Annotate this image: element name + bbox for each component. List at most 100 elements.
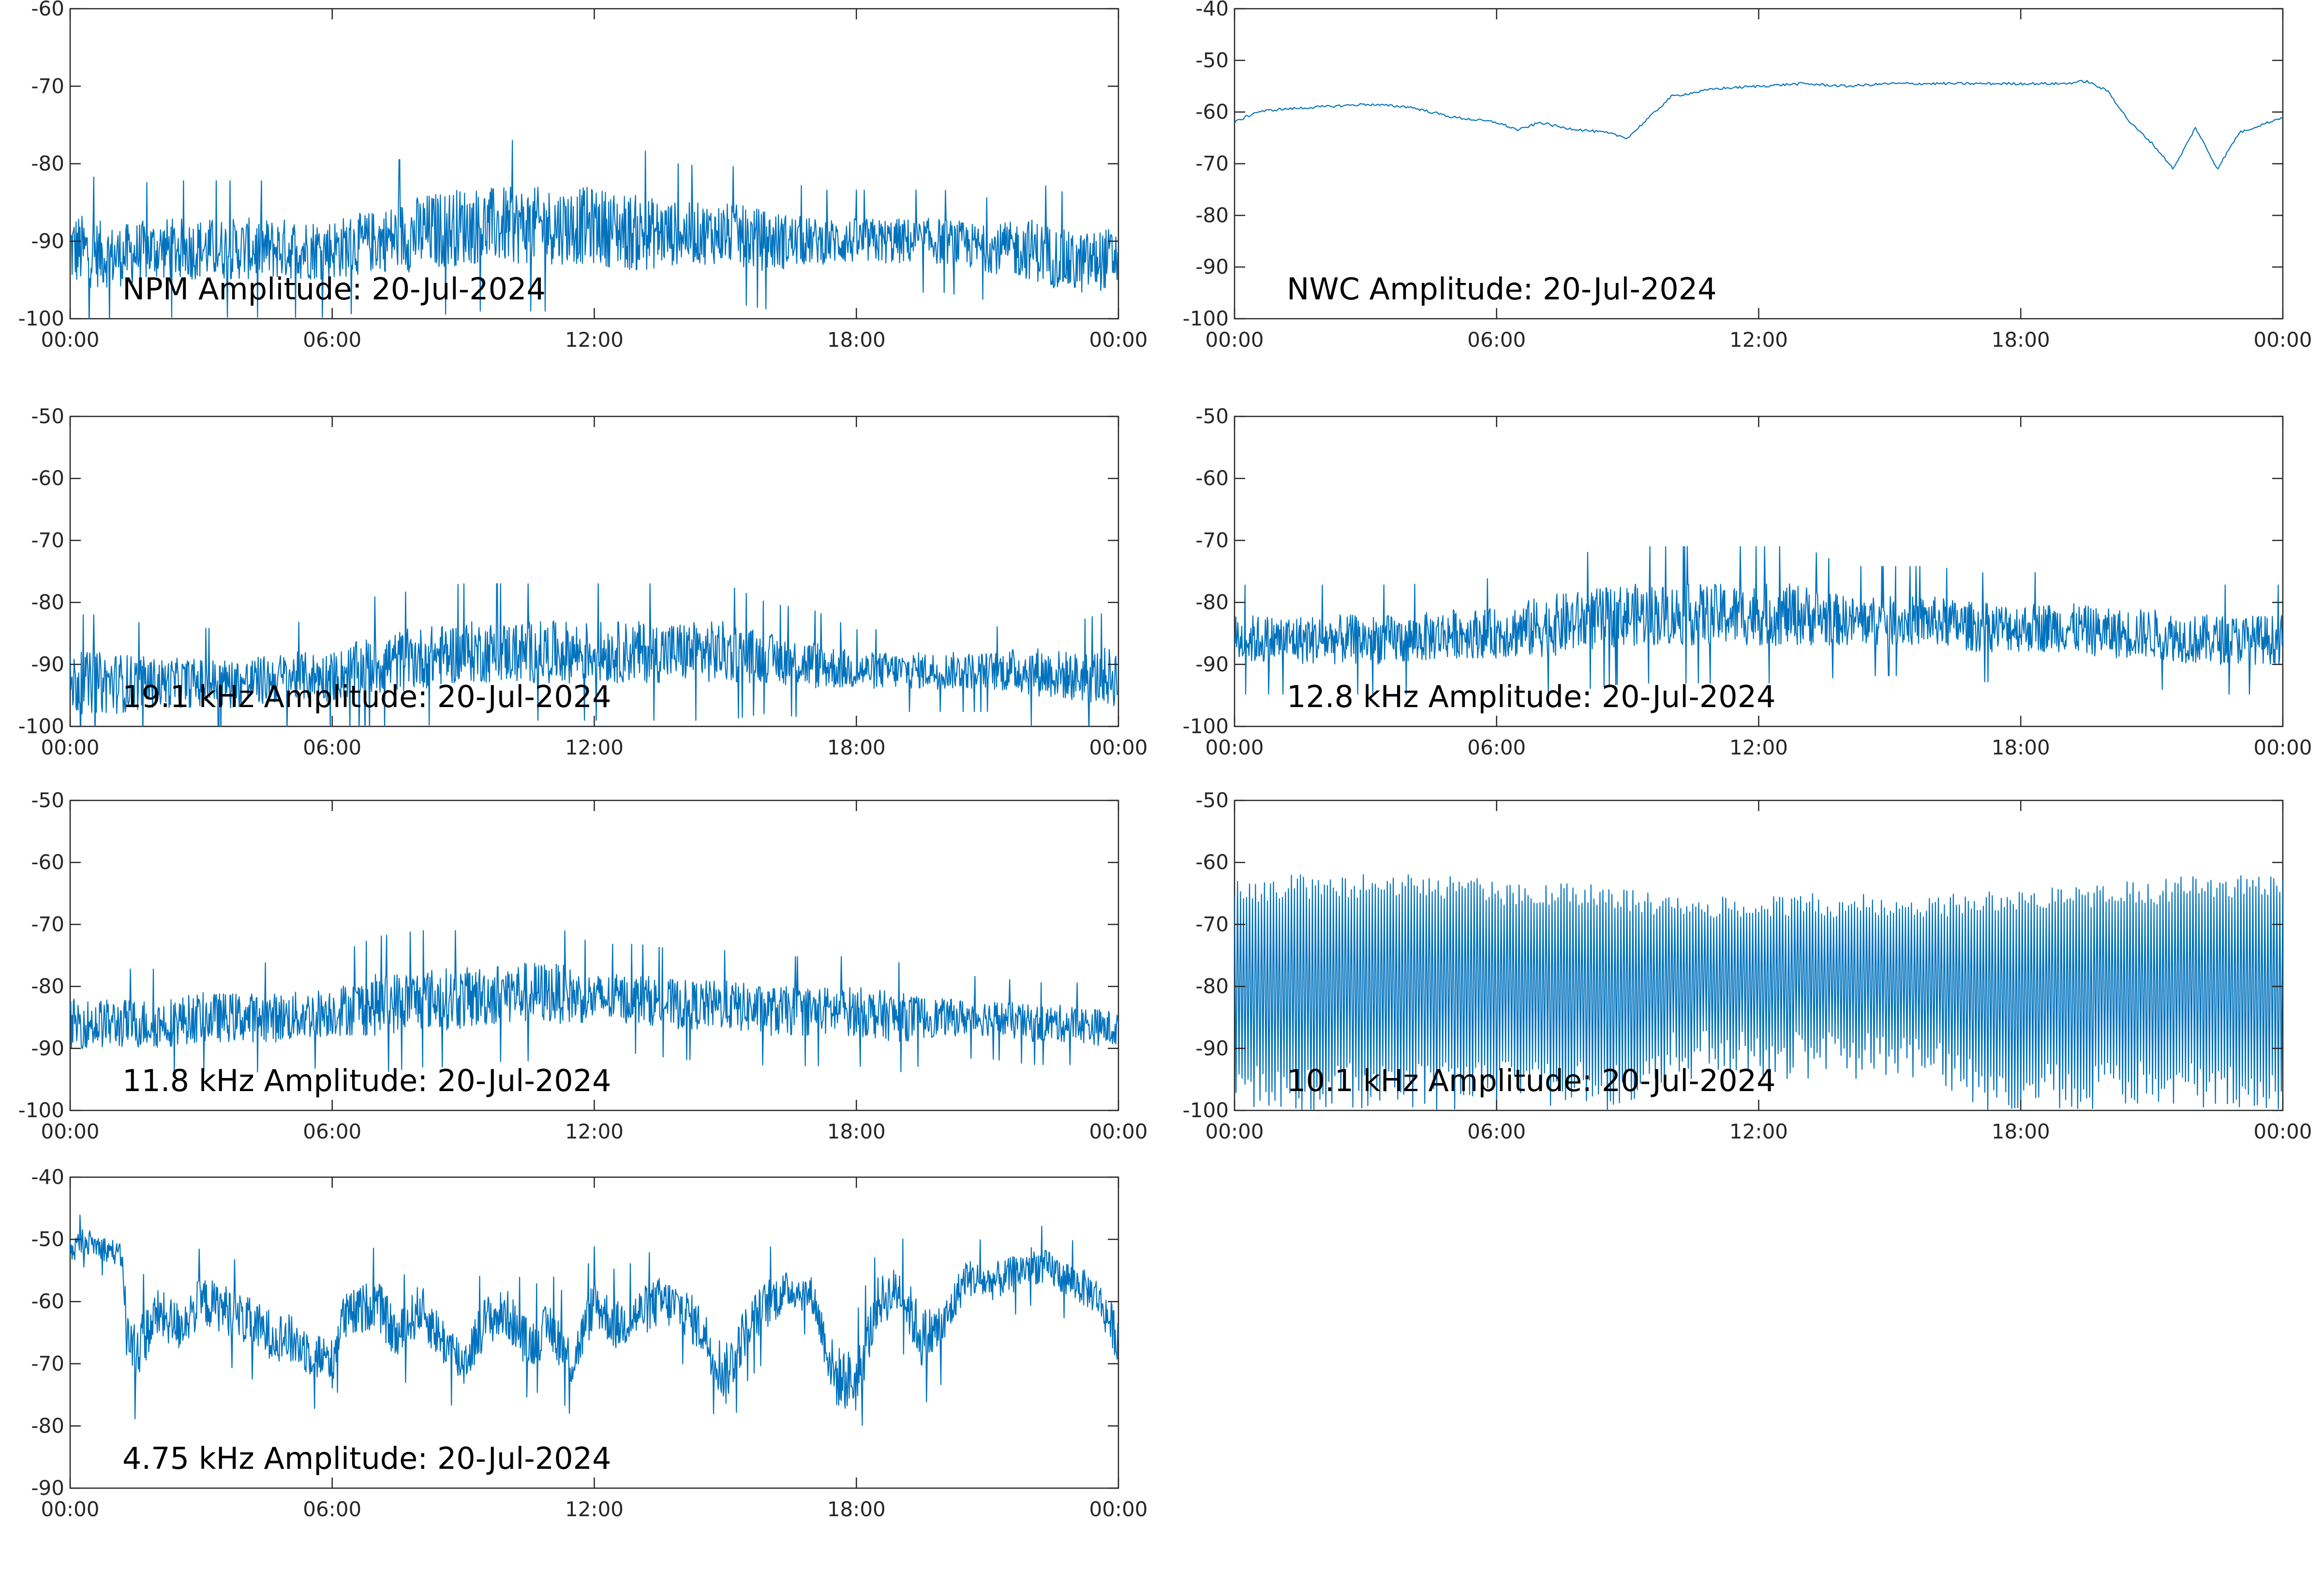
chart-panel-4: -100 -90 -80 -70 -60 -50 00:00 06:00 12:00 18:00 0… (1183, 404, 2312, 759)
x-tick-label: 12:00 (565, 736, 624, 759)
x-tick-label: 12:00 (1729, 328, 1788, 352)
y-tick-label: -80 (1195, 591, 1229, 614)
chart-panel-2: -100 -90 -80 -70 -60 -50 -40 00:00 06:00 12:00 18:… (1183, 0, 2312, 352)
x-tick-label: 06:00 (303, 328, 361, 352)
y-tick-label: -90 (31, 229, 64, 253)
y-tick-label: -60 (31, 466, 64, 490)
y-tick-label: -90 (31, 652, 64, 676)
y-tick-label: -70 (1195, 912, 1229, 936)
y-tick-label: -100 (1183, 1098, 1229, 1122)
panel-title: 11.8 kHz Amplitude: 20-Jul-2024 (122, 1063, 611, 1098)
x-tick-label: 18:00 (827, 736, 886, 759)
y-tick-label: -100 (1183, 714, 1229, 738)
y-tick-label: -90 (1195, 652, 1229, 676)
chart-panel-5: -100 -90 -80 -70 -60 -50 00:00 06:00 12:00 18:00 0… (18, 788, 1148, 1143)
y-tick-label: -50 (1195, 404, 1229, 428)
panel-title: 10.1 kHz Amplitude: 20-Jul-2024 (1287, 1063, 1776, 1098)
axes-box (1234, 8, 2284, 320)
y-tick-label: -60 (1195, 850, 1229, 874)
y-tick-label: -40 (31, 1165, 64, 1189)
x-tick-label: 00:00 (41, 736, 99, 759)
y-tick-label: -50 (1195, 48, 1229, 72)
y-tick-label: -70 (1195, 152, 1229, 176)
series-trace (70, 140, 1118, 319)
y-tick-label: -90 (31, 1476, 64, 1500)
y-tick-label: -50 (31, 404, 64, 428)
x-tick-label: 00:00 (1089, 1120, 1147, 1143)
panel-title: 12.8 kHz Amplitude: 20-Jul-2024 (1287, 679, 1776, 714)
panel-title: 4.75 kHz Amplitude: 20-Jul-2024 (122, 1441, 611, 1476)
x-tick-label: 00:00 (2253, 328, 2312, 352)
y-tick-label: -70 (1195, 528, 1229, 552)
y-tick-label: -60 (1195, 100, 1229, 124)
series-trace (70, 583, 1118, 726)
x-tick-label: 18:00 (827, 1120, 886, 1143)
x-tick-label: 12:00 (565, 1120, 624, 1143)
y-tick-label: -80 (31, 591, 64, 614)
y-tick-label: -80 (31, 1414, 64, 1437)
x-tick-label: 06:00 (1467, 328, 1526, 352)
x-tick-label: 00:00 (1205, 1120, 1264, 1143)
y-tick-label: -70 (31, 912, 64, 936)
x-tick-label: 12:00 (1729, 736, 1788, 759)
y-tick-label: -50 (31, 1227, 64, 1251)
x-tick-label: 18:00 (1992, 736, 2050, 759)
y-tick-label: -100 (1183, 307, 1229, 330)
y-tick-label: -100 (18, 714, 64, 738)
series-trace (1235, 874, 2283, 1110)
chart-panels: -100 -90 -80 -70 -60 00:00 06:00 12:00 18:00 00:0… (18, 0, 2312, 1521)
x-tick-label: 06:00 (1467, 1120, 1526, 1143)
y-tick-label: -80 (1195, 975, 1229, 998)
axes-box (1234, 415, 2284, 727)
y-tick-label: -90 (1195, 255, 1229, 279)
chart-panel-1: -100 -90 -80 -70 -60 00:00 06:00 12:00 18:00 00:0… (18, 0, 1148, 352)
x-tick-label: 06:00 (303, 1497, 361, 1521)
x-tick-label: 00:00 (2253, 736, 2312, 759)
x-tick-label: 00:00 (1205, 328, 1264, 352)
x-tick-label: 06:00 (303, 736, 361, 759)
y-tick-label: -40 (1195, 0, 1229, 20)
x-tick-label: 18:00 (827, 328, 886, 352)
x-tick-label: 18:00 (1992, 1120, 2050, 1143)
y-tick-label: -90 (1195, 1036, 1229, 1060)
y-tick-label: -60 (31, 0, 64, 20)
x-tick-label: 12:00 (565, 328, 624, 352)
chart-panel-6: -100 -90 -80 -70 -60 -50 00:00 06:00 12:00 18:00 0… (1183, 788, 2312, 1143)
chart-panel-3: -100 -90 -80 -70 -60 -50 00:00 06:00 12:00 18:00 0… (18, 404, 1148, 759)
y-tick-label: -70 (31, 1352, 64, 1375)
panel-title: NPM Amplitude: 20-Jul-2024 (122, 271, 546, 307)
x-tick-label: 00:00 (1089, 736, 1147, 759)
y-tick-label: -90 (31, 1036, 64, 1060)
x-tick-label: 06:00 (303, 1120, 361, 1143)
panel-title: NWC Amplitude: 20-Jul-2024 (1287, 271, 1717, 307)
x-tick-label: 00:00 (1205, 736, 1264, 759)
y-tick-label: -50 (31, 788, 64, 812)
x-tick-label: 00:00 (1089, 328, 1147, 352)
y-tick-label: -60 (31, 1289, 64, 1313)
y-tick-label: -100 (18, 307, 64, 330)
x-tick-label: 18:00 (827, 1497, 886, 1521)
y-tick-label: -80 (1195, 203, 1229, 227)
series-trace (1235, 80, 2283, 170)
y-tick-label: -70 (31, 528, 64, 552)
x-tick-label: 00:00 (2253, 1120, 2312, 1143)
series-trace (70, 930, 1118, 1077)
x-tick-label: 00:00 (41, 1120, 99, 1143)
x-tick-label: 12:00 (1729, 1120, 1788, 1143)
x-tick-label: 06:00 (1467, 736, 1526, 759)
axes-box (69, 799, 1119, 1111)
axes-box (69, 1176, 1119, 1489)
axes-box (69, 415, 1119, 727)
y-tick-label: -100 (18, 1098, 64, 1122)
panel-title: 19.1 kHz Amplitude: 20-Jul-2024 (122, 679, 611, 714)
x-tick-label: 12:00 (565, 1497, 624, 1521)
series-trace (70, 1214, 1118, 1426)
y-tick-label: -80 (31, 975, 64, 998)
x-tick-label: 00:00 (1089, 1497, 1147, 1521)
chart-panel-7: -90 -80 -70 -60 -50 -40 00:00 06:00 12:00 18:00 00… (31, 1165, 1147, 1521)
x-tick-label: 00:00 (41, 328, 99, 352)
x-tick-label: 00:00 (41, 1497, 99, 1521)
x-tick-label: 18:00 (1992, 328, 2050, 352)
series-trace (1235, 546, 2283, 695)
